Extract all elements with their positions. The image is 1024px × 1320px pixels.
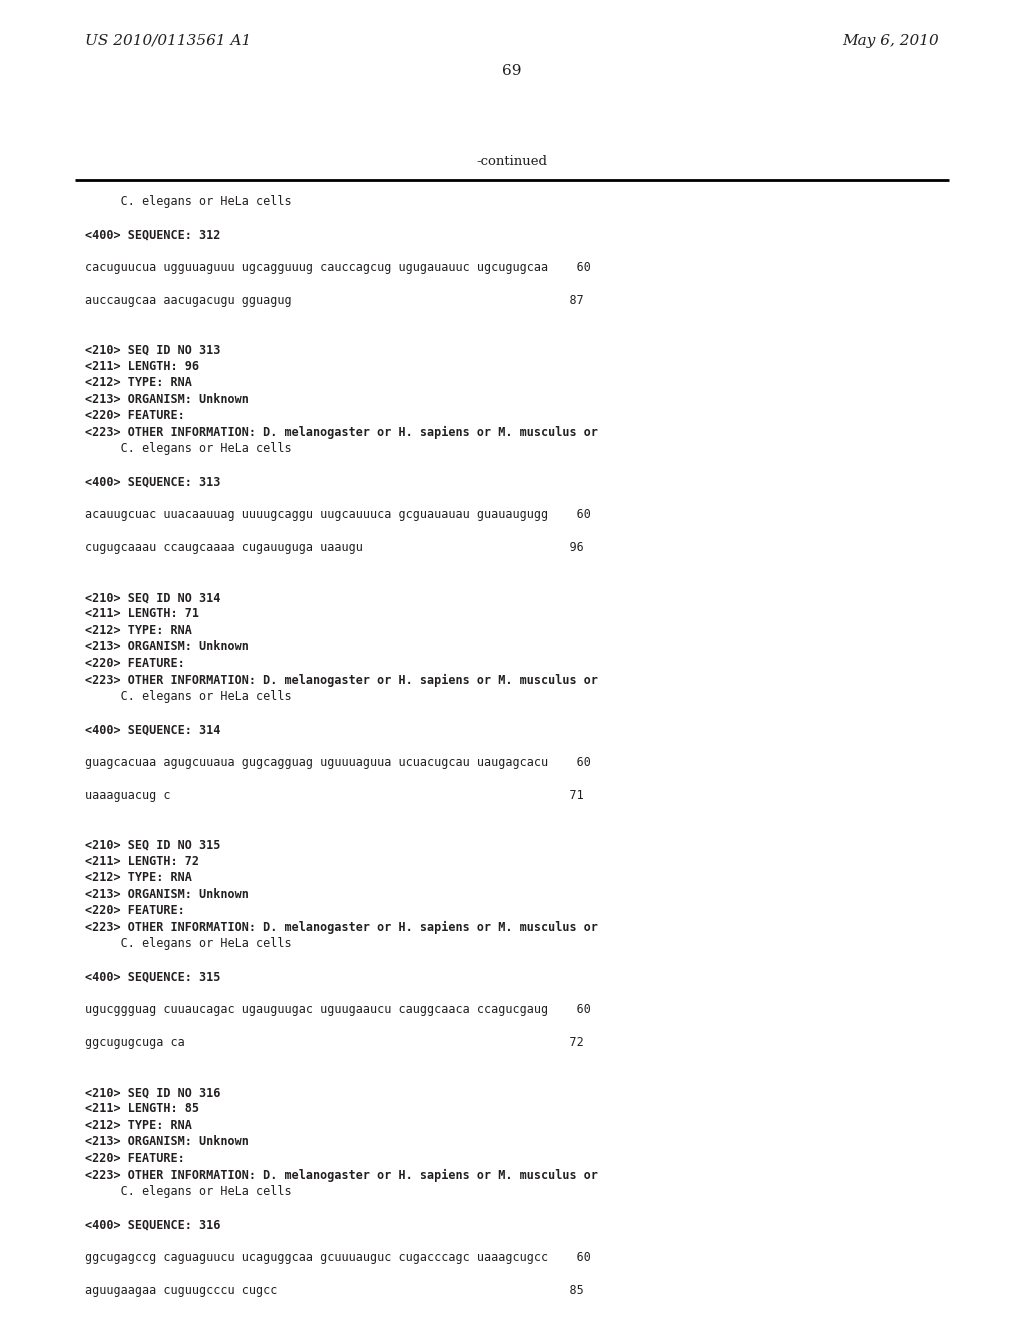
- Text: <213> ORGANISM: Unknown: <213> ORGANISM: Unknown: [85, 640, 249, 653]
- Text: <211> LENGTH: 71: <211> LENGTH: 71: [85, 607, 199, 620]
- Text: <220> FEATURE:: <220> FEATURE:: [85, 657, 184, 671]
- Text: <223> OTHER INFORMATION: D. melanogaster or H. sapiens or M. musculus or: <223> OTHER INFORMATION: D. melanogaster…: [85, 1168, 598, 1181]
- Text: <400> SEQUENCE: 313: <400> SEQUENCE: 313: [85, 475, 220, 488]
- Text: -continued: -continued: [476, 154, 548, 168]
- Text: cugugcaaau ccaugcaaaa cugauuguga uaaugu                             96: cugugcaaau ccaugcaaaa cugauuguga uaaugu …: [85, 541, 584, 554]
- Text: <400> SEQUENCE: 316: <400> SEQUENCE: 316: [85, 1218, 220, 1232]
- Text: aguugaagaa cuguugcccu cugcc                                         85: aguugaagaa cuguugcccu cugcc 85: [85, 1284, 584, 1298]
- Text: acauugcuac uuacaauuag uuuugcaggu uugcauuuca gcguauauau guauaugugg    60: acauugcuac uuacaauuag uuuugcaggu uugcauu…: [85, 508, 591, 521]
- Text: C. elegans or HeLa cells: C. elegans or HeLa cells: [85, 937, 292, 950]
- Text: <400> SEQUENCE: 312: <400> SEQUENCE: 312: [85, 228, 220, 242]
- Text: C. elegans or HeLa cells: C. elegans or HeLa cells: [85, 442, 292, 455]
- Text: guagcacuaa agugcuuaua gugcagguag uguuuaguua ucuacugcau uaugagcacu    60: guagcacuaa agugcuuaua gugcagguag uguuuag…: [85, 756, 591, 770]
- Text: <220> FEATURE:: <220> FEATURE:: [85, 409, 184, 422]
- Text: <211> LENGTH: 72: <211> LENGTH: 72: [85, 855, 199, 869]
- Text: <211> LENGTH: 85: <211> LENGTH: 85: [85, 1102, 199, 1115]
- Text: <400> SEQUENCE: 314: <400> SEQUENCE: 314: [85, 723, 220, 737]
- Text: 69: 69: [502, 63, 522, 78]
- Text: US 2010/0113561 A1: US 2010/0113561 A1: [85, 34, 251, 48]
- Text: <223> OTHER INFORMATION: D. melanogaster or H. sapiens or M. musculus or: <223> OTHER INFORMATION: D. melanogaster…: [85, 426, 598, 440]
- Text: <213> ORGANISM: Unknown: <213> ORGANISM: Unknown: [85, 1135, 249, 1148]
- Text: <212> TYPE: RNA: <212> TYPE: RNA: [85, 1119, 191, 1133]
- Text: C. elegans or HeLa cells: C. elegans or HeLa cells: [85, 195, 292, 209]
- Text: <212> TYPE: RNA: <212> TYPE: RNA: [85, 376, 191, 389]
- Text: C. elegans or HeLa cells: C. elegans or HeLa cells: [85, 690, 292, 704]
- Text: <211> LENGTH: 96: <211> LENGTH: 96: [85, 360, 199, 374]
- Text: uaaaguacug c                                                        71: uaaaguacug c 71: [85, 789, 584, 803]
- Text: <210> SEQ ID NO 315: <210> SEQ ID NO 315: [85, 838, 220, 851]
- Text: <223> OTHER INFORMATION: D. melanogaster or H. sapiens or M. musculus or: <223> OTHER INFORMATION: D. melanogaster…: [85, 673, 598, 686]
- Text: <213> ORGANISM: Unknown: <213> ORGANISM: Unknown: [85, 888, 249, 902]
- Text: <220> FEATURE:: <220> FEATURE:: [85, 904, 184, 917]
- Text: <210> SEQ ID NO 314: <210> SEQ ID NO 314: [85, 591, 220, 605]
- Text: cacuguucua ugguuaguuu ugcagguuug cauccagcug ugugauauuc ugcugugcaa    60: cacuguucua ugguuaguuu ugcagguuug cauccag…: [85, 261, 591, 275]
- Text: ggcugugcuga ca                                                      72: ggcugugcuga ca 72: [85, 1036, 584, 1049]
- Text: ggcugagccg caguaguucu ucaguggcaa gcuuuauguc cugacccagc uaaagcugcc    60: ggcugagccg caguaguucu ucaguggcaa gcuuuau…: [85, 1251, 591, 1265]
- Text: C. elegans or HeLa cells: C. elegans or HeLa cells: [85, 1185, 292, 1199]
- Text: <210> SEQ ID NO 316: <210> SEQ ID NO 316: [85, 1086, 220, 1100]
- Text: <213> ORGANISM: Unknown: <213> ORGANISM: Unknown: [85, 393, 249, 407]
- Text: <220> FEATURE:: <220> FEATURE:: [85, 1152, 184, 1166]
- Text: ugucggguag cuuaucagac ugauguugac uguugaaucu cauggcaaca ccagucgaug    60: ugucggguag cuuaucagac ugauguugac uguugaa…: [85, 1003, 591, 1016]
- Text: <212> TYPE: RNA: <212> TYPE: RNA: [85, 624, 191, 638]
- Text: <223> OTHER INFORMATION: D. melanogaster or H. sapiens or M. musculus or: <223> OTHER INFORMATION: D. melanogaster…: [85, 921, 598, 935]
- Text: <210> SEQ ID NO 313: <210> SEQ ID NO 313: [85, 343, 220, 356]
- Text: <400> SEQUENCE: 315: <400> SEQUENCE: 315: [85, 970, 220, 983]
- Text: auccaugcaa aacugacugu gguagug                                       87: auccaugcaa aacugacugu gguagug 87: [85, 294, 584, 308]
- Text: May 6, 2010: May 6, 2010: [843, 34, 939, 48]
- Text: <212> TYPE: RNA: <212> TYPE: RNA: [85, 871, 191, 884]
